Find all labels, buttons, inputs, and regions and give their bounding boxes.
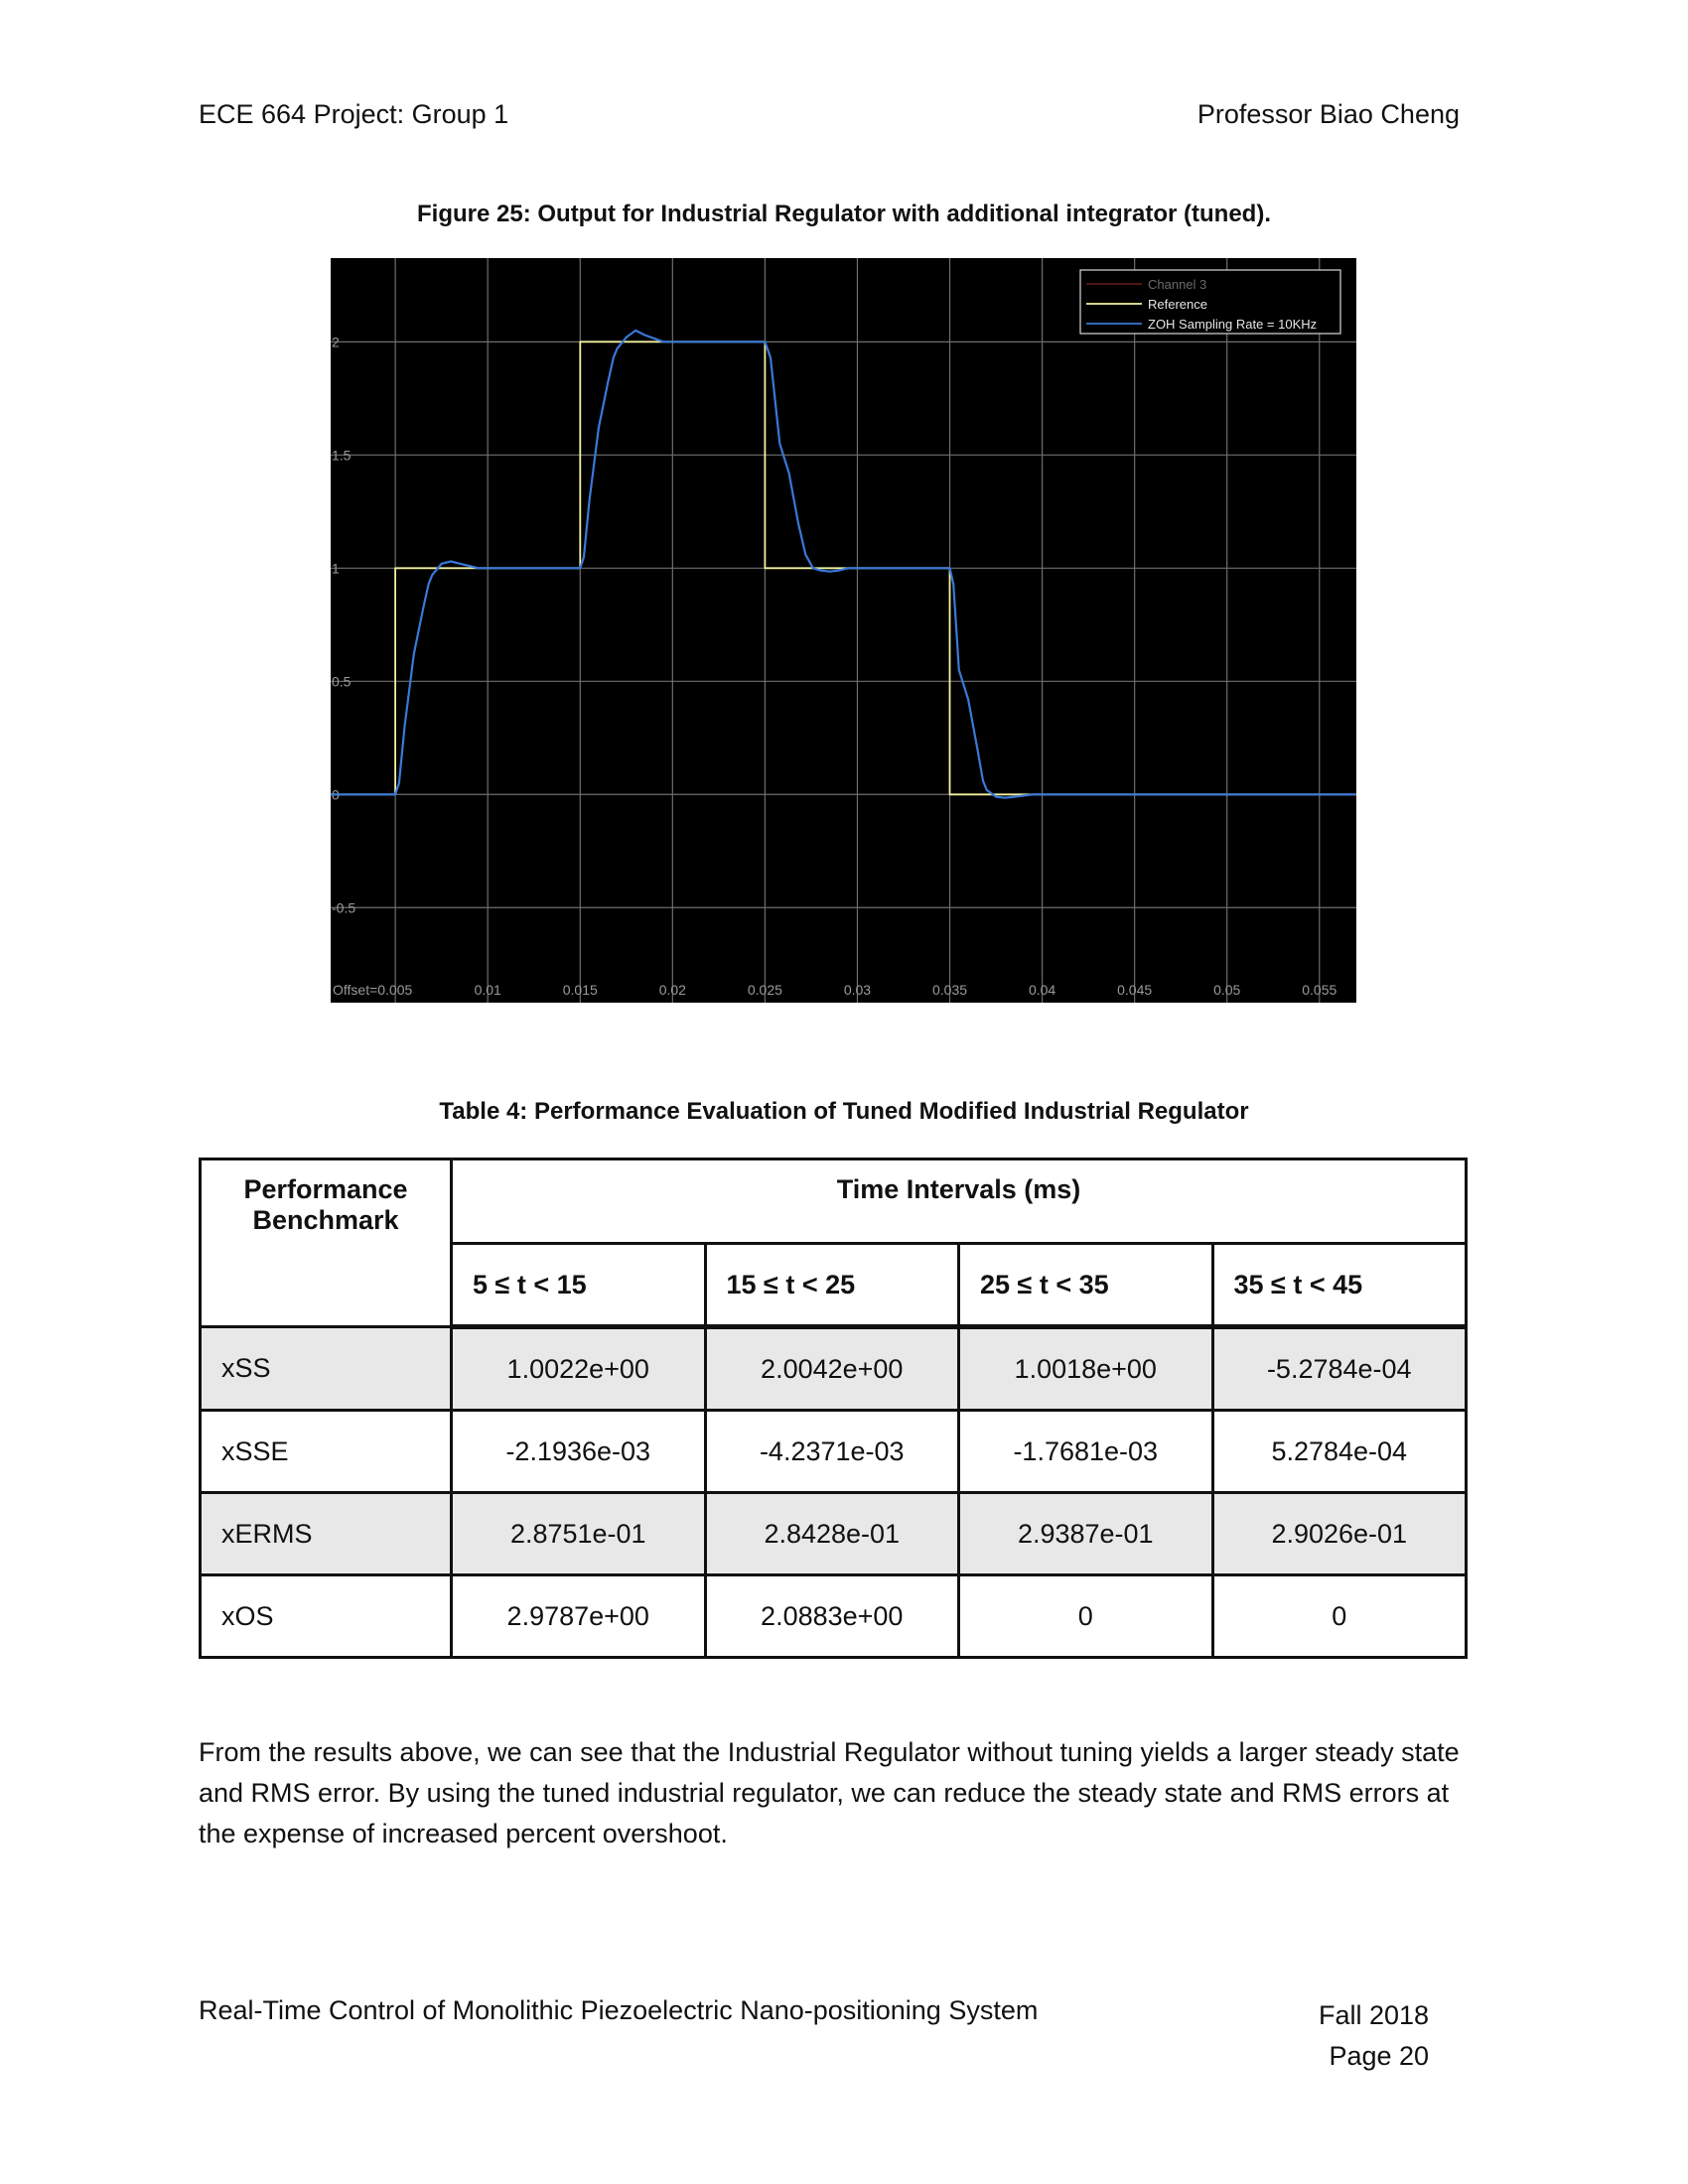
x-tick-label: 0.02 xyxy=(659,982,686,998)
legend-label: ZOH Sampling Rate = 10KHz xyxy=(1148,317,1317,332)
footer-title: Real-Time Control of Monolithic Piezoele… xyxy=(199,1995,1039,2025)
table-caption: Table 4: Performance Evaluation of Tuned… xyxy=(439,1098,1249,1125)
figure-caption: Figure 25: Output for Industrial Regulat… xyxy=(417,201,1271,227)
performance-table: Performance Benchmark Time Intervals (ms… xyxy=(199,1158,1468,1659)
table-cell: 0 xyxy=(957,1573,1214,1659)
table-cell: 2.9026e-01 xyxy=(1210,1491,1468,1576)
table-row: xOS 2.9787e+00 2.0883e+00 0 0 xyxy=(199,1573,1468,1659)
x-tick-label: 0.015 xyxy=(563,982,598,998)
interval-header: 5 ≤ t < 15 xyxy=(450,1242,707,1329)
x-tick-label: 0.03 xyxy=(844,982,871,998)
footer-meta: Fall 2018 Page 20 xyxy=(1319,1995,1429,2077)
row-label: xSS xyxy=(199,1325,453,1412)
row-label: xOS xyxy=(199,1573,453,1659)
table-row: xSSE -2.1936e-03 -4.2371e-03 -1.7681e-03… xyxy=(199,1409,1468,1494)
table-cell: -1.7681e-03 xyxy=(957,1409,1214,1494)
footer-page: Page 20 xyxy=(1329,2041,1430,2071)
interval-header: 15 ≤ t < 25 xyxy=(703,1242,960,1329)
table-cell: 2.8428e-01 xyxy=(703,1491,960,1576)
x-tick-label: 0.04 xyxy=(1029,982,1055,998)
table-cell: 5.2784e-04 xyxy=(1210,1409,1468,1494)
y-tick-label: 0.5 xyxy=(332,673,352,689)
x-tick-label: 0.05 xyxy=(1213,982,1240,998)
table-cell: 2.0883e+00 xyxy=(703,1573,960,1659)
interval-header: 35 ≤ t < 45 xyxy=(1210,1242,1468,1329)
header-professor: Professor Biao Cheng xyxy=(1196,99,1460,129)
x-tick-label: Offset=0.005 xyxy=(333,982,413,998)
plot-svg: Offset=0.005 0.01 0.015 0.02 0.025 0.03 0.035 0… xyxy=(331,258,1356,1003)
table-row: xERMS 2.8751e-01 2.8428e-01 2.9387e-01 2… xyxy=(199,1491,1468,1576)
x-tick-label: 0.01 xyxy=(475,982,501,998)
table-cell: 2.0042e+00 xyxy=(703,1325,960,1412)
table-cell: 2.9387e-01 xyxy=(957,1491,1214,1576)
y-tick-label: -0.5 xyxy=(332,899,355,915)
x-tick-label: 0.055 xyxy=(1302,982,1336,998)
row-label: xERMS xyxy=(199,1491,453,1576)
x-tick-label: 0.035 xyxy=(932,982,967,998)
header-course: ECE 664 Project: Group 1 xyxy=(199,99,509,129)
series-line xyxy=(331,329,1356,799)
y-tick-label: 1.5 xyxy=(332,447,352,463)
x-tick-label: 0.025 xyxy=(748,982,782,998)
interval-header: 25 ≤ t < 35 xyxy=(957,1242,1214,1329)
table-cell: -4.2371e-03 xyxy=(703,1409,960,1494)
y-tick-label: 2 xyxy=(332,334,340,349)
x-tick-label: 0.045 xyxy=(1117,982,1152,998)
table-cell: -5.2784e-04 xyxy=(1210,1325,1468,1412)
benchmark-header: Performance Benchmark xyxy=(199,1158,453,1328)
plot-background xyxy=(331,258,1356,1003)
table-cell: -2.1936e-03 xyxy=(450,1409,707,1494)
footer-term: Fall 2018 xyxy=(1319,2000,1430,2030)
row-label: xSSE xyxy=(199,1409,453,1494)
table-row: xSS 1.0022e+00 2.0042e+00 1.0018e+00 -5.… xyxy=(199,1325,1468,1412)
figure-plot: Offset=0.005 0.01 0.015 0.02 0.025 0.03 0.035 0… xyxy=(331,258,1356,1003)
table-cell: 1.0018e+00 xyxy=(957,1325,1214,1412)
body-paragraph: From the results above, we can see that … xyxy=(199,1737,1460,1848)
legend-label: Reference xyxy=(1148,297,1207,312)
table-cell: 1.0022e+00 xyxy=(450,1325,707,1412)
table-cell: 2.9787e+00 xyxy=(450,1573,707,1659)
table-cell: 0 xyxy=(1210,1573,1468,1659)
time-intervals-header: Time Intervals (ms) xyxy=(450,1158,1468,1245)
legend-label: Channel 3 xyxy=(1148,277,1206,292)
table-cell: 2.8751e-01 xyxy=(450,1491,707,1576)
y-tick-label: 1 xyxy=(332,560,340,576)
